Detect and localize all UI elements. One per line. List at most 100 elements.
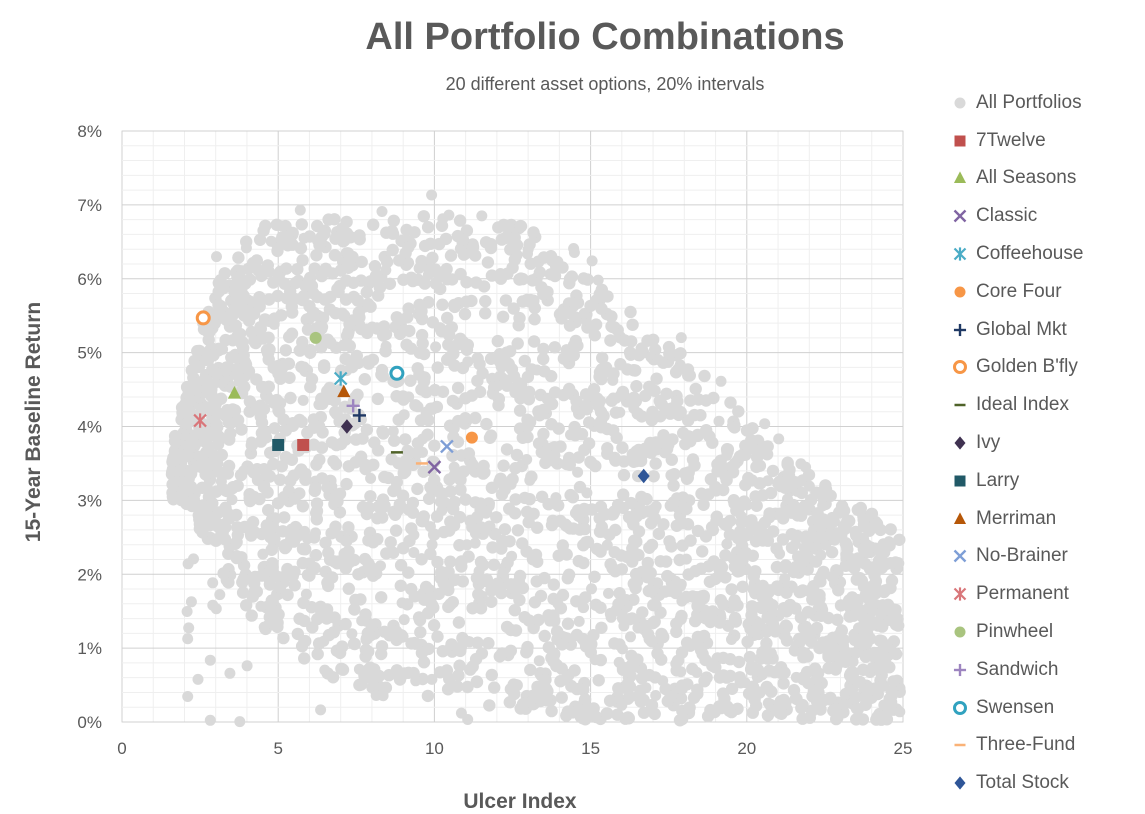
portfolio-dot: [509, 493, 522, 506]
portfolio-dot: [735, 510, 747, 522]
portfolio-dot: [401, 444, 414, 458]
portfolio-dot: [569, 334, 582, 348]
portfolio-dot: [753, 618, 766, 631]
portfolio-dot: [380, 547, 393, 560]
portfolio-dot: [476, 210, 488, 222]
portfolio-dot: [419, 580, 433, 594]
portfolio-dot: [723, 528, 737, 541]
portfolio-dot: [399, 465, 412, 478]
portfolio-dot: [460, 343, 474, 356]
portfolio-dot: [220, 361, 233, 374]
portfolio-dot: [680, 553, 692, 565]
portfolio-dot: [760, 680, 773, 694]
portfolio-dot: [280, 292, 294, 305]
portfolio-dot: [236, 265, 248, 277]
portfolio-dot: [581, 273, 594, 286]
portfolio-dot: [845, 666, 859, 679]
portfolio-dot: [617, 488, 630, 501]
portfolio-dot: [760, 448, 774, 461]
portfolio-dot: [663, 347, 676, 361]
portfolio-dot: [485, 668, 498, 682]
portfolio-dot: [434, 496, 446, 508]
portfolio-dot: [727, 553, 739, 565]
portfolio-dot: [222, 416, 235, 429]
portfolio-dot: [284, 391, 297, 405]
portfolio-dot: [835, 624, 848, 637]
portfolio-dot: [322, 579, 335, 593]
portfolio-dot: [226, 494, 238, 506]
portfolio-dot: [320, 612, 333, 625]
portfolio-dot: [426, 539, 438, 551]
portfolio-dot: [650, 372, 663, 385]
portfolio-dot: [402, 302, 415, 315]
y-tick-label: 0%: [77, 713, 102, 732]
portfolio-dot: [349, 593, 362, 607]
point-7twelve: [297, 438, 310, 451]
portfolio-dot: [631, 508, 643, 520]
legend-label: Larry: [976, 469, 1020, 491]
portfolio-dot: [482, 637, 495, 650]
portfolio-dot: [397, 324, 411, 337]
portfolio-dot: [721, 449, 733, 461]
portfolio-dot: [537, 251, 551, 264]
portfolio-dot: [388, 434, 401, 447]
portfolio-dot: [526, 553, 540, 566]
portfolio-dot: [697, 498, 710, 511]
portfolio-dot: [415, 646, 429, 660]
portfolio-dot: [806, 593, 819, 606]
portfolio-dot: [336, 663, 350, 676]
legend-marker: [953, 700, 967, 715]
portfolio-dot: [640, 619, 652, 631]
portfolio-dot: [246, 590, 259, 603]
portfolio-dot: [779, 573, 791, 584]
portfolio-dot: [255, 600, 267, 612]
portfolio-dot: [539, 673, 552, 686]
portfolio-dot: [869, 577, 881, 589]
portfolio-dot: [532, 613, 545, 627]
portfolio-dot: [492, 380, 504, 392]
portfolio-dot: [637, 693, 650, 707]
portfolio-dot: [736, 580, 749, 593]
portfolio-dot: [871, 646, 883, 658]
portfolio-dot: [495, 586, 508, 600]
legend-label: Global Mkt: [976, 318, 1067, 340]
portfolio-dot: [346, 628, 358, 640]
portfolio-dot: [822, 649, 834, 661]
portfolio-dot: [859, 650, 872, 663]
portfolio-dot: [288, 492, 301, 505]
portfolio-dot: [780, 634, 794, 647]
portfolio-dot: [564, 488, 577, 502]
portfolio-dot: [521, 454, 533, 465]
portfolio-dot: [431, 361, 444, 374]
portfolio-dot: [773, 433, 785, 445]
portfolio-dot: [465, 294, 478, 308]
y-axis-label: 15-Year Baseline Return: [22, 302, 45, 542]
y-tick-label: 3%: [77, 491, 102, 510]
portfolio-dot: [626, 318, 639, 331]
portfolio-dot: [458, 307, 472, 321]
portfolio-dot: [601, 422, 614, 436]
portfolio-dot: [603, 587, 614, 599]
portfolio-dot: [454, 267, 467, 281]
portfolio-dot: [433, 485, 445, 497]
portfolio-dot: [859, 557, 872, 570]
portfolio-dot: [682, 414, 695, 427]
portfolio-dot: [436, 298, 449, 311]
portfolio-dot: [204, 714, 216, 726]
portfolio-dot: [271, 620, 284, 634]
portfolio-dot: [314, 600, 327, 613]
portfolio-dot: [569, 507, 581, 519]
portfolio-dot: [300, 588, 312, 600]
portfolio-dot: [589, 654, 601, 666]
portfolio-dot: [434, 269, 446, 281]
portfolio-dot: [548, 341, 561, 354]
portfolio-dot: [626, 542, 639, 555]
portfolio-dot: [212, 421, 224, 433]
portfolio-dot: [206, 389, 218, 401]
portfolio-dot: [612, 683, 624, 695]
legend-item: Pinwheel: [950, 613, 1083, 651]
portfolio-dot: [552, 598, 564, 609]
portfolio-dot: [739, 448, 752, 461]
portfolio-dot: [518, 491, 531, 505]
portfolio-dot: [421, 607, 435, 620]
